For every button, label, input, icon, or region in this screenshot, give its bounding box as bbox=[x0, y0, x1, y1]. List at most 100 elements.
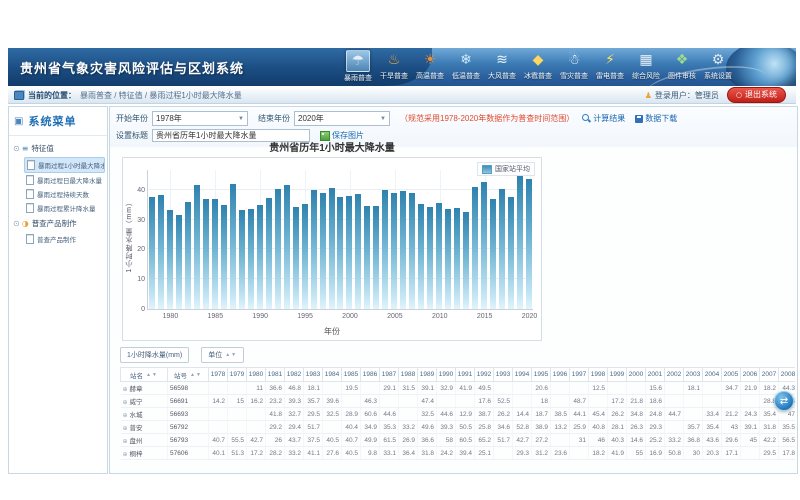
row-expand-icon[interactable]: ⊕ bbox=[122, 386, 128, 393]
value-cell-1979: 15 bbox=[227, 394, 247, 408]
nav-item-low-temp[interactable]: ❄ 低温普查 bbox=[448, 50, 484, 84]
nav-item-high-temp[interactable]: ☀ 高温普查 bbox=[412, 50, 448, 84]
col-station-header[interactable]: 站名 ▲▼ bbox=[120, 367, 168, 382]
value-cell-1982: 46.8 bbox=[284, 381, 304, 395]
value-cell-1999: 40.3 bbox=[607, 433, 627, 447]
value-cell-1980: 17.2 bbox=[246, 446, 266, 460]
breadcrumb-bar: 当前的位置： 暴雨普查 / 特征值 / 暴雨过程1小时最大降水量 ♟ 登录用户：… bbox=[8, 87, 796, 104]
row-expand-icon[interactable]: ⊕ bbox=[122, 451, 128, 458]
sidebar-item[interactable]: 普查产品制作 bbox=[24, 232, 105, 246]
start-year-select[interactable]: 1978年 ▼ bbox=[152, 111, 248, 126]
value-cell-1978: 40.1 bbox=[208, 446, 228, 460]
nav-item-composite-risk[interactable]: ▦ 综合风险 bbox=[628, 50, 664, 84]
bar-1996 bbox=[310, 190, 317, 309]
col-year-2000: 2000 bbox=[626, 367, 646, 382]
value-type-box[interactable]: 1小时降水量(mm) bbox=[120, 347, 190, 363]
value-cell-1978: 40.7 bbox=[208, 433, 228, 447]
station-name-cell: ⊕ 赫章 bbox=[120, 381, 168, 395]
value-cell-1990: 32.9 bbox=[436, 381, 456, 395]
expand-icon[interactable]: ⊙ bbox=[13, 144, 20, 153]
sidebar-item[interactable]: 暴雨过程持续天数 bbox=[24, 187, 105, 201]
row-expand-icon[interactable]: ⊕ bbox=[122, 412, 128, 419]
value-cell-1987: 61.5 bbox=[379, 433, 399, 447]
bar-slot bbox=[211, 170, 220, 309]
row-expand-icon[interactable]: ⊕ bbox=[122, 425, 128, 432]
y-tick-label: 30 bbox=[137, 216, 145, 224]
save-image-button[interactable]: 保存图片 bbox=[320, 130, 364, 141]
breadcrumb-label: 当前的位置： bbox=[28, 90, 76, 100]
bar-1986 bbox=[221, 205, 228, 309]
nav-item-label: 图件审核 bbox=[668, 73, 696, 80]
nav-item-label: 冰雹普查 bbox=[524, 73, 552, 80]
bar-slot bbox=[300, 170, 309, 309]
value-cell-1994: 42.7 bbox=[512, 433, 532, 447]
nav-item-drought[interactable]: ♨ 干旱普查 bbox=[376, 50, 412, 84]
sidebar-item-label: 暴雨过程持续天数 bbox=[37, 192, 89, 199]
bar-2001 bbox=[355, 194, 362, 309]
value-cell-1978 bbox=[208, 420, 228, 434]
y-tick-label: 10 bbox=[137, 276, 145, 284]
value-cell-1987: 33.1 bbox=[379, 446, 399, 460]
chart-title-input[interactable] bbox=[152, 129, 310, 142]
nav-item-settings[interactable]: ⚙ 系统设置 bbox=[700, 50, 736, 84]
bar-1980 bbox=[167, 210, 174, 309]
col-year-1997-label: 1997 bbox=[571, 371, 587, 378]
row-expand-icon[interactable]: ⊕ bbox=[122, 438, 128, 445]
logout-button[interactable]: ○ 退出系统 bbox=[726, 87, 786, 103]
value-cell-1996: 13.2 bbox=[550, 420, 570, 434]
sidebar-item[interactable]: 暴雨过程1小时最大降水量 bbox=[24, 157, 105, 173]
nav-item-snow[interactable]: ☃ 雪灾普查 bbox=[556, 50, 592, 84]
grid-header-row: 站名 ▲▼ 站号 ▲▼ 1978 1979 1980 1981 1982 1983 1984 1985… bbox=[120, 367, 795, 382]
bar-1997 bbox=[319, 193, 326, 309]
col-id-header[interactable]: 站号 ▲▼ bbox=[167, 367, 209, 382]
value-cell-1988: 36.4 bbox=[398, 446, 418, 460]
bar-slot bbox=[470, 170, 479, 309]
value-cell-1989: 36.6 bbox=[417, 433, 437, 447]
value-cell-2003: 36.8 bbox=[683, 433, 703, 447]
col-year-1989-label: 1989 bbox=[419, 371, 435, 378]
sidebar-item[interactable]: 暴雨过程日最大降水量 bbox=[24, 173, 105, 187]
nav-item-hail[interactable]: ◆ 冰雹普查 bbox=[520, 50, 556, 84]
col-year-1979: 1979 bbox=[227, 367, 247, 382]
col-station-header-label: 站名 bbox=[130, 372, 144, 380]
end-year-select[interactable]: 2020年 ▼ bbox=[294, 111, 390, 126]
data-download-button[interactable]: 数据下载 bbox=[635, 113, 677, 124]
bar-slot bbox=[238, 170, 247, 309]
value-cell-2003: 35.7 bbox=[683, 420, 703, 434]
sort-arrows-icon[interactable]: ▲▼ bbox=[190, 371, 202, 378]
nav-item-map-review[interactable]: ❖ 图件审核 bbox=[664, 50, 700, 84]
sort-arrows-icon[interactable]: ▲▼ bbox=[146, 371, 158, 378]
value-cell-1992: 25.8 bbox=[474, 420, 494, 434]
value-cell-2000: 55 bbox=[626, 446, 646, 460]
sidebar-group[interactable]: ⊙ ◑ 普查产品制作 bbox=[11, 215, 105, 232]
value-cell-2005: 29.6 bbox=[721, 433, 741, 447]
nav-item-rainstorm[interactable]: ☂ 暴雨普查 bbox=[340, 50, 376, 84]
value-cell-1994: 52.8 bbox=[512, 420, 532, 434]
station-id-cell: 56693 bbox=[167, 407, 209, 421]
sidebar-title: 系统菜单 bbox=[28, 116, 77, 128]
sort-box[interactable]: 单位 ▲▼ bbox=[201, 347, 245, 363]
bar-slot bbox=[264, 170, 273, 309]
bar-slot bbox=[229, 170, 238, 309]
bar-slot bbox=[336, 170, 345, 309]
calc-result-button[interactable]: 计算结果 bbox=[582, 113, 625, 124]
expand-icon[interactable]: ⊙ bbox=[13, 219, 20, 228]
value-cell-2000: 21.8 bbox=[626, 394, 646, 408]
col-year-1991-label: 1991 bbox=[457, 371, 473, 378]
bar-slot bbox=[390, 170, 399, 309]
nav-item-lightning[interactable]: ⚡ 雷电普查 bbox=[592, 50, 628, 84]
station-name-cell: ⊕ 桐梓 bbox=[120, 446, 168, 460]
value-cell-2006: 39.1 bbox=[740, 420, 760, 434]
scroll-toggle-button[interactable]: ⇄ bbox=[774, 391, 794, 411]
sidebar-group[interactable]: ⊙ ≡ 特征值 bbox=[11, 140, 105, 157]
bar-2005 bbox=[391, 193, 398, 309]
bar-slot bbox=[345, 170, 354, 309]
value-cell-1986: 60.6 bbox=[360, 407, 380, 421]
value-cell-2003: 30 bbox=[683, 446, 703, 460]
value-cell-1996: 23.6 bbox=[550, 446, 570, 460]
value-cell-1991: 50.5 bbox=[455, 420, 475, 434]
nav-item-wind[interactable]: ≋ 大风普查 bbox=[484, 50, 520, 84]
y-tick-label: 40 bbox=[137, 186, 145, 194]
row-expand-icon[interactable]: ⊕ bbox=[122, 399, 128, 406]
sidebar-item[interactable]: 暴雨过程累计降水量 bbox=[24, 201, 105, 215]
